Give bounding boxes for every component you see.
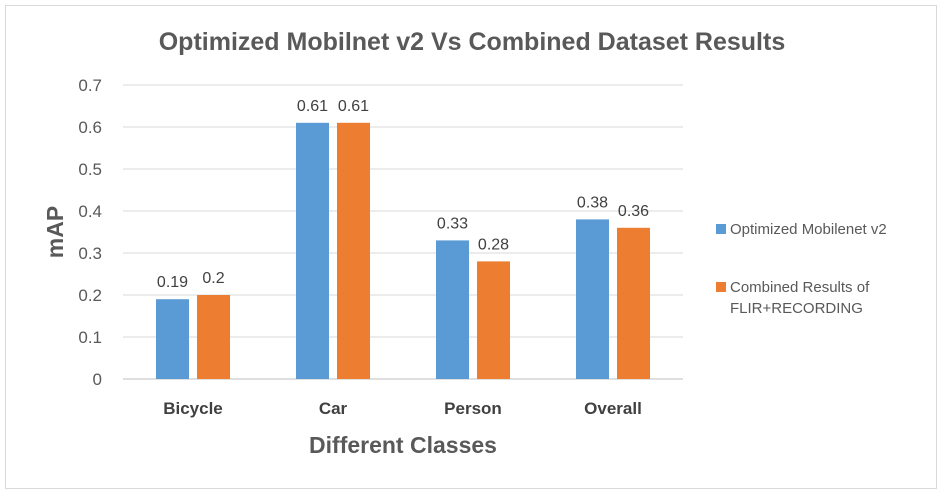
- data-label: 0.33: [437, 215, 468, 232]
- bar-car-series-1: [296, 122, 329, 380]
- legend-label-2: Combined Results of: [730, 279, 870, 296]
- x-axis-categories: Bicycle Car Person Overall: [163, 399, 642, 418]
- y-tick-label: 0: [93, 370, 102, 389]
- x-category-label: Bicycle: [163, 399, 223, 418]
- y-tick-label: 0.5: [78, 160, 102, 179]
- y-tick-label: 0.3: [78, 244, 102, 263]
- bars: [156, 122, 650, 380]
- legend: Optimized Mobilenet v2 Combined Results o…: [716, 221, 887, 317]
- y-tick-label: 0.4: [78, 202, 102, 221]
- x-category-label: Overall: [584, 399, 642, 418]
- bar-person-series-2: [477, 261, 510, 379]
- y-tick-label: 0.7: [78, 76, 102, 95]
- chart-title: Optimized Mobilnet v2 Vs Combined Datase…: [159, 28, 786, 56]
- y-axis-title: mAP: [42, 206, 68, 258]
- data-label: 0.61: [297, 98, 328, 115]
- legend-swatch-2: [716, 282, 726, 292]
- x-axis-title: Different Classes: [309, 432, 497, 458]
- data-label: 0.61: [338, 98, 369, 115]
- y-axis-ticks: 0 0.1 0.2 0.3 0.4 0.5 0.6 0.7: [78, 76, 102, 389]
- legend-label-1: Optimized Mobilenet v2: [730, 221, 887, 238]
- bar-car-series-2: [337, 122, 370, 380]
- bar-bicycle-series-1: [156, 299, 189, 379]
- bar-overall-series-2: [617, 227, 650, 379]
- x-category-label: Person: [444, 399, 502, 418]
- data-label: 0.19: [157, 274, 188, 291]
- data-label: 0.2: [202, 270, 224, 287]
- bar-bicycle-series-2: [197, 295, 230, 379]
- x-category-label: Car: [319, 399, 348, 418]
- chart-frame: [5, 5, 937, 489]
- y-tick-label: 0.1: [78, 328, 102, 347]
- data-label: 0.28: [478, 236, 509, 253]
- legend-label-2: FLIR+RECORDING: [730, 300, 863, 317]
- legend-swatch-1: [716, 224, 726, 234]
- bar-person-series-1: [436, 240, 469, 379]
- data-label: 0.36: [618, 203, 649, 220]
- y-tick-label: 0.6: [78, 118, 102, 137]
- data-label: 0.38: [577, 194, 608, 211]
- bar-overall-series-1: [576, 219, 609, 379]
- y-tick-label: 0.2: [78, 286, 102, 305]
- data-labels: 0.19 0.2 0.61 0.61 0.33 0.28 0.38 0.36: [157, 98, 649, 291]
